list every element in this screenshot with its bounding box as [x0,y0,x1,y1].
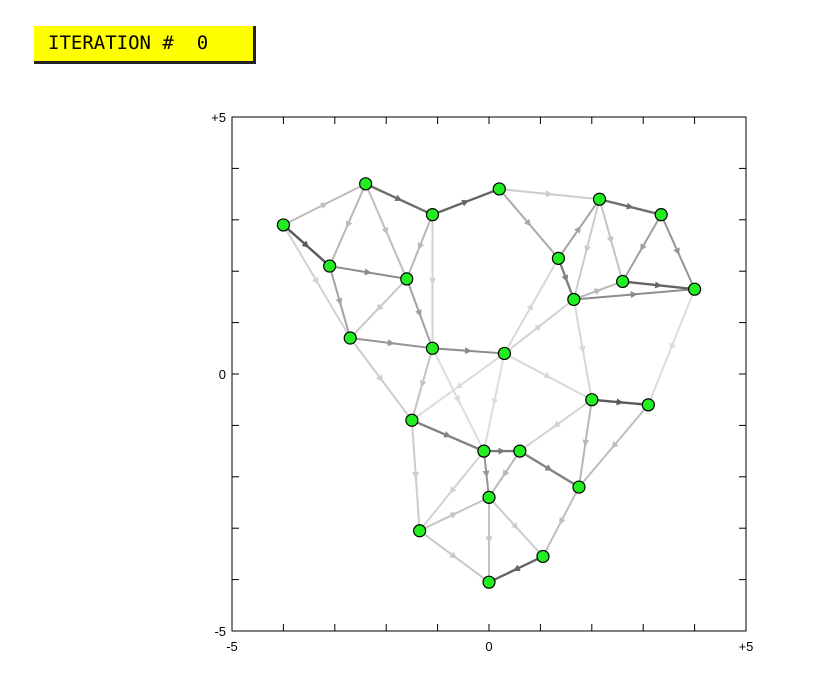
node-X [536,549,550,564]
edge-A-E [282,224,331,267]
iteration-label: ITERATION # [48,32,174,54]
edge-N-M [573,280,623,301]
node-L [654,208,668,222]
node-U [572,480,586,494]
axis-ticks [231,116,747,632]
edge-E-F [329,265,407,280]
edge-R-S [411,419,485,453]
node-H [425,341,440,355]
edge-X-Y [488,555,544,584]
edge-C-D [432,187,500,216]
node-P [585,393,599,407]
edge-I-R [411,352,506,422]
edge-T-U [519,450,580,489]
y-tick-label-min: -5 [214,624,226,639]
edge-Q-U [578,404,650,488]
edge-P-Q [591,398,649,407]
iteration-number: 0 [196,32,209,54]
node-R [405,413,419,427]
edge-K-M [598,198,624,282]
edge-S-W [418,450,485,532]
edge-O-Q [647,288,696,406]
edge-M-O [622,280,695,291]
node-N [567,292,581,307]
node-B [359,177,373,191]
y-tick-label-mid: 0 [219,367,226,382]
edge-G-R [349,337,413,421]
edge-N-O [573,288,695,301]
node-T [513,444,527,458]
edge-F-G [349,278,408,339]
edge-J-N [557,257,575,300]
edge-J-K [557,198,601,259]
edge-P-U [577,399,593,488]
edge-W-V [419,496,490,532]
node-F [400,272,414,286]
node-S [477,444,491,458]
node-J [551,251,565,265]
edge-H-S [431,347,485,452]
edge-L-M [621,214,663,282]
edge-V-X [488,496,544,558]
edge-C-F [405,214,434,280]
node-layer [276,177,702,589]
edge-S-V [482,450,490,498]
node-Y [482,575,496,589]
node-C [425,208,440,222]
node-W [413,524,427,538]
node-O [687,282,702,296]
edge-W-Y [419,529,490,583]
edge-N-P [572,299,593,400]
iteration-banner: ITERATION # 0 [34,26,256,64]
edge-H-R [410,348,434,421]
edge-B-C [365,182,433,216]
node-I [497,346,512,361]
edge-P-T [519,398,593,452]
node-V [482,490,496,504]
x-tick-label-mid: 0 [485,639,492,654]
edge-R-W [410,420,421,531]
edge-I-N [503,298,575,355]
edge-E-G [328,265,352,339]
x-tick-label-min: -5 [226,639,238,654]
x-tick-label-max: +5 [739,639,754,654]
edge-L-O [660,214,696,290]
edge-K-N [572,198,601,300]
edge-U-X [542,486,580,557]
edge-B-F [364,183,408,280]
node-E [323,259,337,273]
edge-layer [282,182,696,584]
edge-A-B [282,182,367,226]
node-K [592,192,607,206]
edge-I-P [503,352,593,401]
edge-T-V [488,450,521,498]
edge-B-E [328,183,367,267]
edge-D-J [498,188,560,259]
edge-A-G [282,224,352,339]
node-G [343,331,357,345]
edge-G-H [350,337,433,350]
edge-I-J [503,257,560,354]
edge-F-H [405,278,434,349]
edge-D-K [499,187,600,201]
node-A [276,218,290,232]
edge-I-S [482,353,506,452]
edge-K-L [599,198,662,216]
node-M [616,274,630,289]
node-D [492,182,506,196]
y-tick-label-max: +5 [211,110,226,125]
edge-H-I [432,347,505,355]
node-Q [641,398,655,412]
